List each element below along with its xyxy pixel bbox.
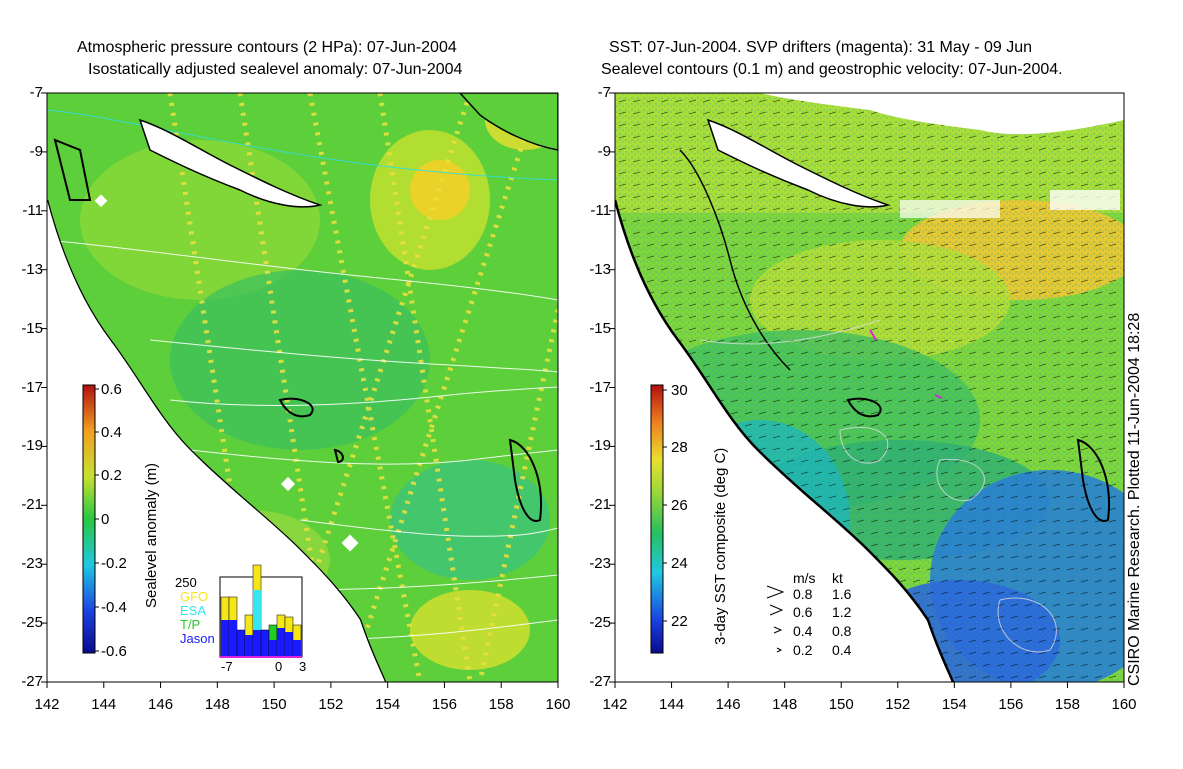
inset-xtick: 3 <box>299 659 307 674</box>
vel-kt-0: 1.6 <box>832 586 852 602</box>
vel-header-ms: m/s <box>793 570 816 586</box>
right-lat-tick: -23 <box>589 555 611 573</box>
right-map-field <box>615 93 1124 682</box>
left-lon-tick: 154 <box>375 696 401 713</box>
right-cbar-tick: 26 <box>671 497 688 514</box>
left-cbar-tick: 0.2 <box>101 467 122 484</box>
credit-text: CSIRO Marine Research. Plotted 11-Jun-20… <box>1126 312 1143 686</box>
right-cbar-tick: 22 <box>671 613 688 630</box>
vel-ms-1: 0.6 <box>793 604 813 620</box>
left-title-line2: Isostatically adjusted sealevel anomaly:… <box>88 61 463 78</box>
right-lon-tick: 160 <box>1111 696 1137 713</box>
left-lon-tick: 160 <box>545 696 571 713</box>
right-cbar-tick: 28 <box>671 439 688 456</box>
left-lat-tick: -13 <box>21 260 43 278</box>
left-lat-tick: -23 <box>21 555 43 573</box>
right-title-line2: Sealevel contours (0.1 m) and geostrophi… <box>601 61 1063 78</box>
vel-ms-2: 0.4 <box>793 623 813 639</box>
velocity-legend-arrows <box>766 585 785 653</box>
left-lat-tick: -19 <box>21 437 43 455</box>
vel-ms-0: 0.8 <box>793 586 813 602</box>
left-map-field <box>47 93 558 682</box>
right-lon-tick: 158 <box>1054 696 1080 713</box>
right-lat-tick: -21 <box>589 496 611 514</box>
right-lat-tick: -7 <box>597 84 611 101</box>
right-lon-tick: 156 <box>998 696 1024 713</box>
left-colorbar <box>82 384 96 654</box>
inset-legend-jason: Jason <box>180 631 215 646</box>
vel-kt-3: 0.4 <box>832 642 852 658</box>
left-lon-tick: 150 <box>261 696 287 713</box>
right-lon-tick: 150 <box>828 696 854 713</box>
vel-kt-2: 0.8 <box>832 623 852 639</box>
right-cbar-tick: 30 <box>671 382 688 399</box>
left-lat-tick: -7 <box>29 84 43 101</box>
right-lat-tick: -17 <box>589 378 611 396</box>
left-lat-tick: -21 <box>21 496 43 514</box>
left-lat-tick: -15 <box>21 319 43 337</box>
right-lat-tick: -15 <box>589 319 611 337</box>
left-lon-tick: 158 <box>488 696 514 713</box>
left-lat-tick: -27 <box>21 673 43 690</box>
right-lat-tick: -19 <box>589 437 611 455</box>
vel-kt-1: 1.2 <box>832 604 852 620</box>
inset-legend-tp: T/P <box>180 617 201 632</box>
right-lon-tick: 142 <box>602 696 628 713</box>
left-lon-tick: 156 <box>431 696 457 713</box>
left-lon-tick: 146 <box>148 696 174 713</box>
left-cbar-label: Sealevel anomaly (m) <box>143 462 160 608</box>
left-lon-tick: 144 <box>91 696 117 713</box>
inset-xtick: 0 <box>275 659 283 674</box>
left-cbar-tick: -0.2 <box>101 555 127 572</box>
left-lat-tick: -9 <box>29 142 43 160</box>
vel-header-kt: kt <box>832 570 843 586</box>
right-lat-tick: -27 <box>589 673 611 690</box>
left-cbar-tick: -0.6 <box>101 643 127 660</box>
inset-ymax: 250 <box>175 575 197 590</box>
left-lat-tick: -17 <box>21 378 43 396</box>
right-lat-tick: -11 <box>590 201 611 219</box>
inset-histogram <box>219 564 303 658</box>
right-colorbar <box>650 384 664 654</box>
right-lon-tick: 152 <box>885 696 911 713</box>
right-title-line1: SST: 07-Jun-2004. SVP drifters (magenta)… <box>609 39 1033 56</box>
inset-legend-gfo: GFO <box>180 589 209 604</box>
left-lon-tick: 148 <box>204 696 230 713</box>
left-lon-tick: 142 <box>34 696 60 713</box>
left-cbar-tick: -0.4 <box>101 599 127 616</box>
inset-legend-esa: ESA <box>180 603 207 618</box>
right-lat-tick: -9 <box>597 142 611 160</box>
left-cbar-tick: 0.4 <box>101 424 122 441</box>
left-title-line1: Atmospheric pressure contours (2 HPa): 0… <box>77 39 457 56</box>
left-cbar-tick: 0.6 <box>101 381 122 398</box>
right-cbar-tick: 24 <box>671 555 688 572</box>
right-lat-tick: -13 <box>589 260 611 278</box>
right-lon-tick: 146 <box>715 696 741 713</box>
left-cbar-tick: 0 <box>101 511 110 528</box>
left-lat-tick: -11 <box>22 201 43 219</box>
left-lat-tick: -25 <box>21 614 43 632</box>
right-lon-tick: 148 <box>772 696 798 713</box>
right-lon-tick: 154 <box>941 696 967 713</box>
vel-ms-3: 0.2 <box>793 642 813 658</box>
right-lat-tick: -25 <box>589 614 611 632</box>
right-lon-tick: 144 <box>659 696 685 713</box>
left-lon-tick: 152 <box>318 696 344 713</box>
right-cbar-label: 3-day SST composite (deg C) <box>712 447 729 645</box>
inset-xtick: -7 <box>221 659 233 674</box>
